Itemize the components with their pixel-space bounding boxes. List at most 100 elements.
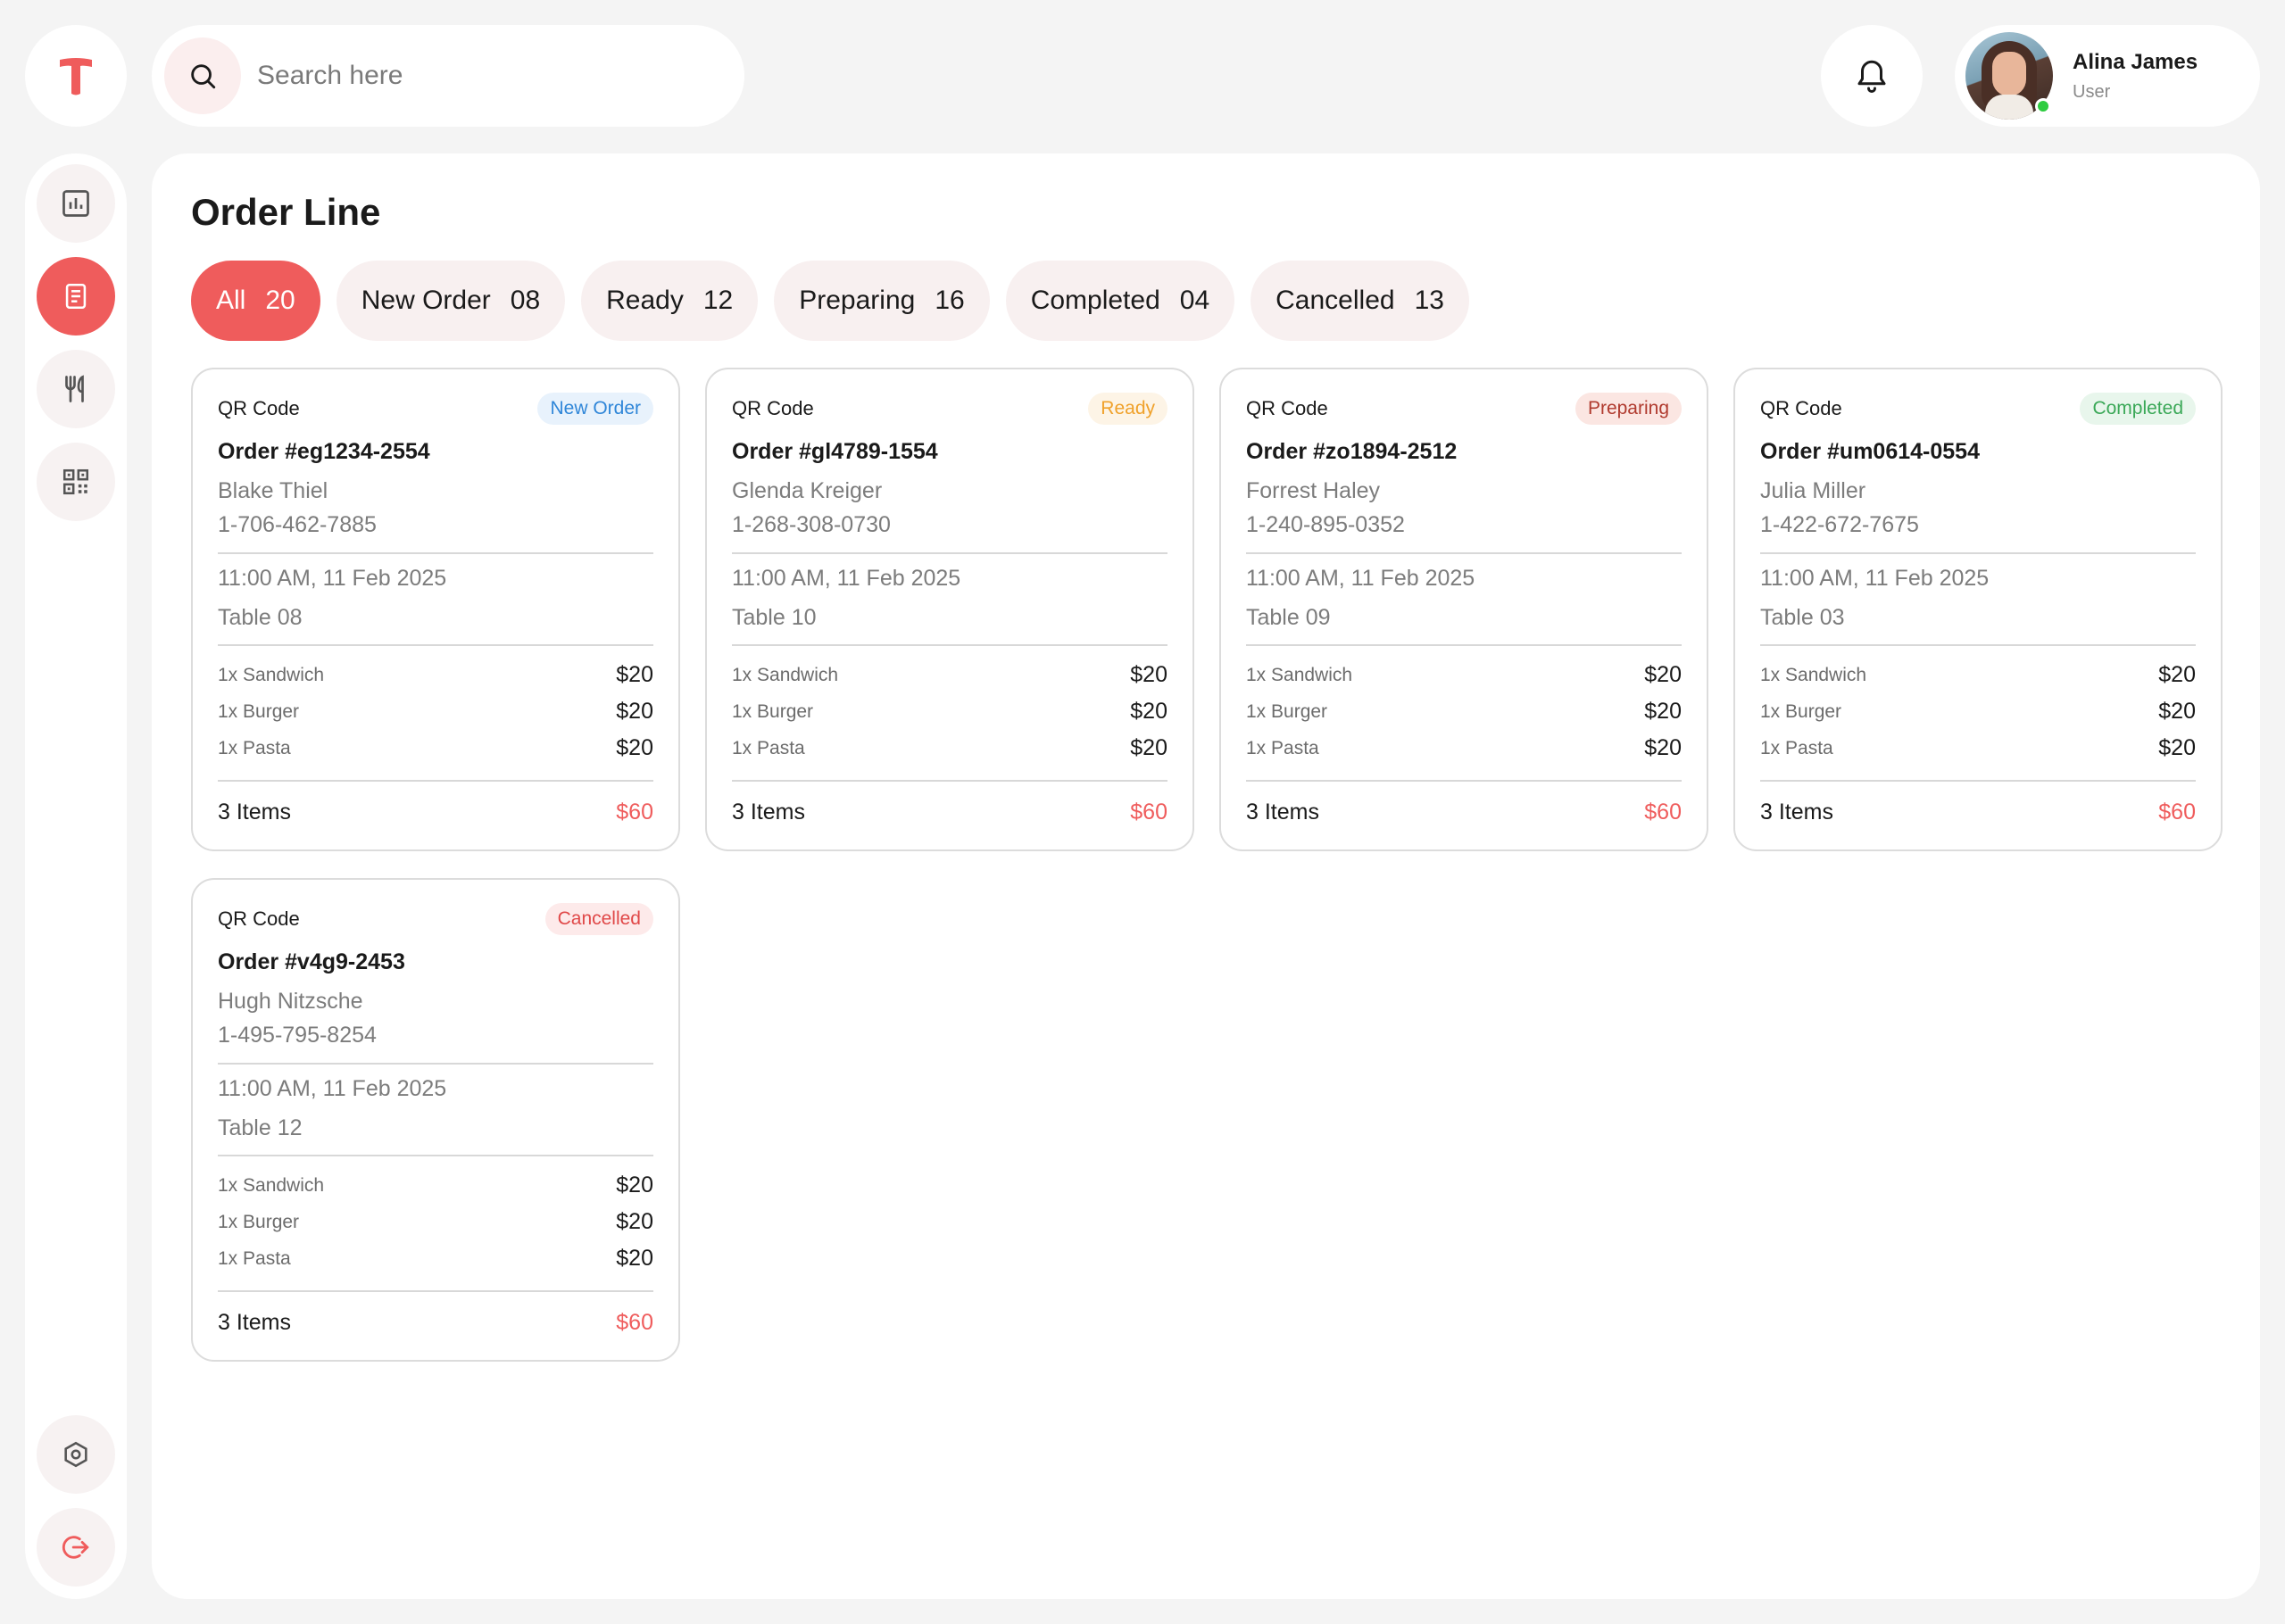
logout-icon <box>62 1536 89 1559</box>
qr-code-label: QR Code <box>1246 397 1328 419</box>
tab-count: 04 <box>1179 286 1210 315</box>
list-item: 1x Burger $20 <box>1760 693 2196 730</box>
divider <box>218 1155 653 1156</box>
notifications-button[interactable] <box>1821 25 1923 127</box>
table-number: Table 03 <box>1760 605 1845 630</box>
tab-completed[interactable]: Completed 04 <box>1005 261 1235 341</box>
qr-code-icon <box>62 468 89 495</box>
tab-label: Ready <box>606 286 684 315</box>
item-price: $20 <box>2158 735 2196 760</box>
item-price: $20 <box>1644 662 1682 687</box>
qr-code-label: QR Code <box>218 397 300 419</box>
tab-all[interactable]: All 20 <box>191 261 320 341</box>
order-total: $60 <box>1130 800 1167 824</box>
customer-name: Forrest Haley <box>1246 478 1381 503</box>
sidebar-item-orders[interactable] <box>37 257 115 336</box>
search-button[interactable] <box>164 37 241 114</box>
sidebar-item-qr-codes[interactable] <box>37 443 115 521</box>
divider <box>732 644 1167 646</box>
divider <box>732 780 1167 782</box>
order-items: 1x Sandwich $20 1x Burger $20 1x Pasta $20 <box>732 657 1167 766</box>
order-card[interactable]: QR Code Completed Order #um0614-0554 Jul… <box>1733 368 2223 851</box>
item-name: 1x Burger <box>218 1211 300 1232</box>
divider <box>1246 552 1682 554</box>
list-item: 1x Sandwich $20 <box>1246 657 1682 693</box>
status-badge: Cancelled <box>544 903 653 935</box>
item-price: $20 <box>616 662 653 687</box>
page-title: Order Line <box>191 191 381 233</box>
tab-cancelled[interactable]: Cancelled 13 <box>1251 261 1469 341</box>
order-status-tabs: All 20 New Order 08 Ready 12 Preparing 16 Co… <box>191 261 1485 341</box>
item-name: 1x Pasta <box>732 737 805 758</box>
customer-name: Hugh Nitzsche <box>218 989 363 1014</box>
search-input[interactable] <box>257 61 686 91</box>
customer-phone: 1-240-895-0352 <box>1246 512 1405 537</box>
list-item: 1x Pasta $20 <box>1760 730 2196 766</box>
table-number: Table 12 <box>218 1115 303 1140</box>
main-panel: Order Line All 20 New Order 08 Ready 12 Pre… <box>152 153 2260 1599</box>
hexagon-gear-icon <box>64 1441 87 1468</box>
sidebar-item-settings[interactable] <box>37 1415 115 1494</box>
status-badge: Preparing <box>1575 393 1682 425</box>
tab-label: All <box>216 286 246 315</box>
item-name: 1x Burger <box>732 700 814 722</box>
document-icon <box>65 283 87 310</box>
user-profile[interactable]: Alina James User <box>1955 25 2260 127</box>
order-items: 1x Sandwich $20 1x Burger $20 1x Pasta $20 <box>1246 657 1682 766</box>
order-time: 11:00 AM, 11 Feb 2025 <box>1246 566 1475 591</box>
list-item: 1x Burger $20 <box>732 693 1167 730</box>
divider <box>218 1063 653 1065</box>
items-count: 3 Items <box>1760 800 1833 824</box>
tab-label: New Order <box>361 286 491 315</box>
divider <box>1760 644 2196 646</box>
order-total: $60 <box>2158 800 2196 824</box>
order-card[interactable]: QR Code New Order Order #eg1234-2554 Bla… <box>191 368 680 851</box>
divider <box>218 780 653 782</box>
item-price: $20 <box>1644 699 1682 724</box>
list-item: 1x Pasta $20 <box>218 1240 653 1277</box>
order-time: 11:00 AM, 11 Feb 2025 <box>218 1076 447 1101</box>
customer-phone: 1-706-462-7885 <box>218 512 377 537</box>
tab-preparing[interactable]: Preparing 16 <box>774 261 990 341</box>
item-price: $20 <box>1130 662 1167 687</box>
sidebar-item-menu[interactable] <box>37 350 115 428</box>
order-card[interactable]: QR Code Cancelled Order #v4g9-2453 Hugh … <box>191 878 680 1362</box>
order-id: Order #v4g9-2453 <box>218 949 405 974</box>
tab-count: 13 <box>1414 286 1444 315</box>
list-item: 1x Burger $20 <box>1246 693 1682 730</box>
item-name: 1x Pasta <box>218 1247 291 1269</box>
tab-count: 08 <box>510 286 541 315</box>
item-price: $20 <box>1644 735 1682 760</box>
list-item: 1x Pasta $20 <box>218 730 653 766</box>
item-price: $20 <box>1130 735 1167 760</box>
item-price: $20 <box>616 1209 653 1234</box>
item-name: 1x Pasta <box>1760 737 1833 758</box>
order-id: Order #eg1234-2554 <box>218 439 430 464</box>
item-name: 1x Pasta <box>1246 737 1319 758</box>
tab-label: Completed <box>1030 286 1160 315</box>
tab-count: 20 <box>265 286 295 315</box>
item-name: 1x Pasta <box>218 737 291 758</box>
order-card[interactable]: QR Code Preparing Order #zo1894-2512 For… <box>1219 368 1708 851</box>
item-name: 1x Burger <box>1760 700 1842 722</box>
list-item: 1x Pasta $20 <box>1246 730 1682 766</box>
app-logo[interactable] <box>25 25 127 127</box>
item-price: $20 <box>616 1172 653 1197</box>
order-total: $60 <box>616 800 653 824</box>
search-icon <box>191 64 216 89</box>
item-name: 1x Sandwich <box>1760 664 1867 685</box>
order-items: 1x Sandwich $20 1x Burger $20 1x Pasta $20 <box>1760 657 2196 766</box>
item-name: 1x Sandwich <box>218 1174 325 1196</box>
tab-ready[interactable]: Ready 12 <box>581 261 759 341</box>
sidebar-item-logout[interactable] <box>37 1508 115 1587</box>
order-card[interactable]: QR Code Ready Order #gl4789-1554 Glenda … <box>705 368 1194 851</box>
sidebar-item-dashboard[interactable] <box>37 164 115 243</box>
item-name: 1x Sandwich <box>218 664 325 685</box>
qr-code-label: QR Code <box>1760 397 1842 419</box>
tab-new-order[interactable]: New Order 08 <box>336 261 566 341</box>
divider <box>1760 552 2196 554</box>
list-item: 1x Burger $20 <box>218 693 653 730</box>
item-price: $20 <box>616 735 653 760</box>
order-items: 1x Sandwich $20 1x Burger $20 1x Pasta $20 <box>218 657 653 766</box>
divider <box>732 552 1167 554</box>
